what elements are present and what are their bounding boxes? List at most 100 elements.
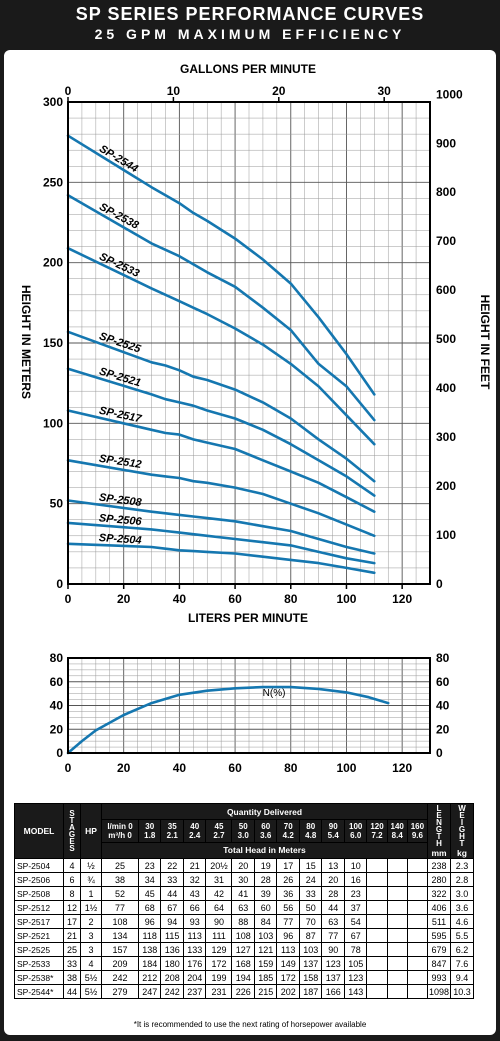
efficiency-y-right-tick-label: 80 xyxy=(436,651,450,665)
model-cell: SP-2504 xyxy=(14,858,64,873)
head-cell: 84 xyxy=(253,914,278,929)
model-cell: SP-2538* xyxy=(14,970,64,985)
efficiency-series-label: N(%) xyxy=(263,688,286,699)
head-cell: 10 xyxy=(343,858,368,873)
x-top-tick-label: 30 xyxy=(378,84,392,98)
head-cell xyxy=(406,872,429,887)
x-top-tick-label: 20 xyxy=(272,84,286,98)
head-cell: 172 xyxy=(205,956,233,971)
head-cell: 34 xyxy=(137,872,162,887)
head-cell: 28 xyxy=(253,872,278,887)
head-cell: 96 xyxy=(137,914,162,929)
head-cell: 137 xyxy=(321,970,345,985)
stages-cell: 44 xyxy=(63,984,81,999)
head-cell: 121 xyxy=(253,942,278,957)
head-cell: 42 xyxy=(205,886,233,901)
head-cell: 166 xyxy=(321,984,345,999)
efficiency-x-tick-label: 100 xyxy=(336,761,356,775)
length-cell: 280 xyxy=(427,872,451,887)
head-cell: 185 xyxy=(253,970,278,985)
model-cell: SP-2533 xyxy=(14,956,64,971)
model-cell: SP-2525 xyxy=(14,942,64,957)
head-cell: 111 xyxy=(205,928,233,943)
head-cell xyxy=(366,900,388,915)
head-cell: 138 xyxy=(137,942,162,957)
flow-column-header: 160 9.6 xyxy=(406,819,429,843)
head-cell xyxy=(406,858,429,873)
head-cell: 118 xyxy=(137,928,162,943)
weight-cell: 2.8 xyxy=(450,872,474,887)
weight-cell: 9.4 xyxy=(450,970,474,985)
efficiency-x-tick-label: 0 xyxy=(65,761,72,775)
table-row: SP-2508 8 1 52 45 44 43 42 41 39 36 33 28 23 322 3.0 xyxy=(14,886,474,901)
head-cell: 28 xyxy=(321,886,345,901)
head-cell: 68 xyxy=(137,900,162,915)
head-cell: 56 xyxy=(276,900,300,915)
flow-column-header: 50 3.0 xyxy=(231,819,255,843)
head-cell xyxy=(366,914,388,929)
efficiency-plot-border xyxy=(67,657,431,754)
head-cell: 90 xyxy=(321,942,345,957)
head-cell: 54 xyxy=(343,914,368,929)
head-cell: 23 xyxy=(343,886,368,901)
head-cell: 96 xyxy=(276,928,300,943)
head-cell: 242 xyxy=(160,984,184,999)
total-head-header: Total Head in Meters xyxy=(101,841,428,860)
efficiency-x-tick-label: 20 xyxy=(117,761,131,775)
table-row: SP-2512 12 1½ 77 68 67 66 64 63 60 56 50 44 37 406 3.6 xyxy=(14,900,474,915)
flow-column-header: 90 5.4 xyxy=(321,819,345,843)
head-cell: 123 xyxy=(321,956,345,971)
head-cell: 20 xyxy=(231,858,255,873)
efficiency-chart: N(%) 0 20 40 60 80 100 120 0 20 40 60 80 0 20 40 60 80 xyxy=(50,651,450,775)
length-cell: 847 xyxy=(427,956,451,971)
table-row: SP-2525 25 3 157 138 136 133 129 127 121 113 103 90 7… xyxy=(14,942,474,957)
page-title: SP SERIES PERFORMANCE CURVES xyxy=(75,4,425,24)
efficiency-y-right-tick-label: 60 xyxy=(436,675,450,689)
y-tick-label: 50 xyxy=(50,497,64,511)
series-label-sp-2508: SP-2508 xyxy=(98,492,143,509)
head-cell xyxy=(366,942,388,957)
head-cell: 41 xyxy=(231,886,255,901)
head-cell: 202 xyxy=(276,984,300,999)
y-tick-label: 0 xyxy=(56,577,63,591)
x-tick-label: 80 xyxy=(284,592,298,606)
head-cell: 43 xyxy=(182,886,207,901)
weight-cell: 6.2 xyxy=(450,942,474,957)
model-cell: SP-2517 xyxy=(14,914,64,929)
x-tick-label: 60 xyxy=(228,592,242,606)
series-line-sp-2544 xyxy=(66,134,376,396)
weight-cell: 3.6 xyxy=(450,900,474,915)
head-cell xyxy=(386,900,408,915)
head-cell: 70 xyxy=(298,914,323,929)
length-cell: 406 xyxy=(427,900,451,915)
head-cell: 15 xyxy=(298,858,323,873)
head-cell: 50 xyxy=(298,900,323,915)
head-cell: 22 xyxy=(160,858,184,873)
hp-cell: 5½ xyxy=(80,984,102,999)
efficiency-axes: 0 20 40 60 80 100 120 0 20 40 60 80 0 20 40 60 80 xyxy=(50,651,450,775)
y-right-tick-label: 200 xyxy=(436,479,456,493)
head-cell xyxy=(406,900,429,915)
page-subtitle: 25 GPM MAXIMUM EFFICIENCY xyxy=(94,26,406,42)
stages-cell: 38 xyxy=(63,970,81,985)
head-cell xyxy=(386,984,408,999)
performance-chart: SP-2544SP-2538SP-2533SP-2525SP-2521SP-25… xyxy=(19,62,492,625)
head-cell: 45 xyxy=(137,886,162,901)
head-cell: 38 xyxy=(101,872,139,887)
efficiency-line xyxy=(66,685,390,755)
length-cell: 679 xyxy=(427,942,451,957)
head-cell xyxy=(386,928,408,943)
head-cell xyxy=(386,970,408,985)
series-line-sp-2525 xyxy=(66,330,376,483)
length-cell: 595 xyxy=(427,928,451,943)
head-cell: 20 xyxy=(321,872,345,887)
y-right-tick-label: 0 xyxy=(436,577,443,591)
series-line-sp-2512 xyxy=(66,458,376,538)
stages-header: STAGES xyxy=(63,803,81,859)
model-cell: SP-2508 xyxy=(14,886,64,901)
stages-cell: 8 xyxy=(63,886,81,901)
head-cell: 143 xyxy=(343,984,368,999)
hp-cell: 3 xyxy=(80,928,102,943)
head-cell: 33 xyxy=(298,886,323,901)
